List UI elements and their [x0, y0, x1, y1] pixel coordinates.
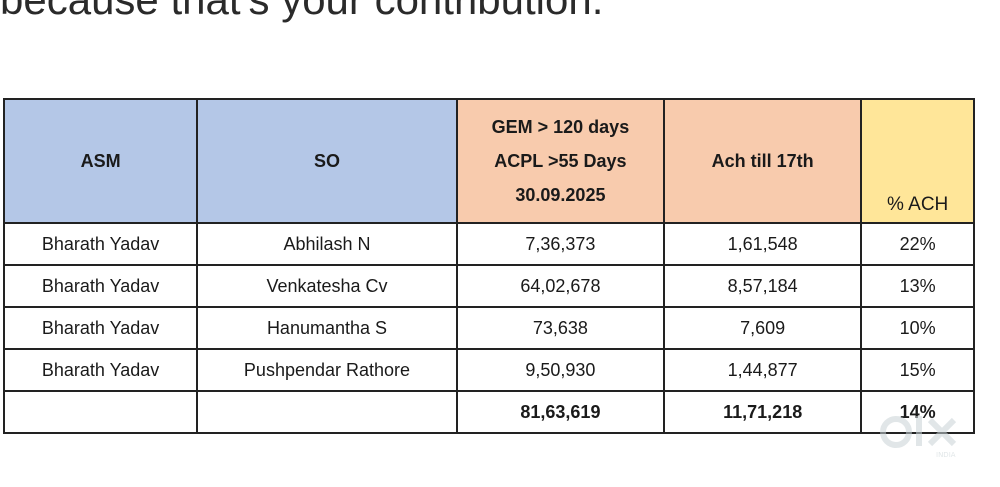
cell-pct: 15%	[860, 348, 975, 392]
header-pct-label: % ACH	[887, 194, 949, 215]
header-ach: Ach till 17th	[663, 98, 863, 224]
cell-asm: Bharath Yadav	[2, 264, 199, 308]
table-row: Bharath Yadav Pushpendar Rathore 9,50,93…	[2, 348, 975, 392]
watermark-text: INDIA	[936, 451, 956, 459]
table-header-row: ASM SO GEM > 120 days ACPL >55 Days 30.0…	[2, 98, 975, 224]
header-gem: GEM > 120 days ACPL >55 Days 30.09.2025	[455, 98, 666, 224]
total-ach: 11,71,218	[663, 390, 863, 434]
table-row: Bharath Yadav Abhilash N 7,36,373 1,61,5…	[2, 222, 975, 266]
cell-pct: 22%	[860, 222, 975, 266]
cell-ach: 8,57,184	[663, 264, 863, 308]
cell-ach: 7,609	[663, 306, 863, 350]
cell-pct: 10%	[860, 306, 975, 350]
total-so	[196, 390, 458, 434]
cell-so: Abhilash N	[196, 222, 458, 266]
cell-gem: 73,638	[455, 306, 666, 350]
header-gem-line-2: ACPL >55 Days	[494, 151, 627, 171]
total-asm	[2, 390, 199, 434]
partial-caption-text: because that's your contribution.	[0, 0, 603, 24]
cell-asm: Bharath Yadav	[2, 348, 199, 392]
cell-gem: 7,36,373	[455, 222, 666, 266]
header-gem-line-1: GEM > 120 days	[491, 117, 630, 137]
cell-gem: 9,50,930	[455, 348, 666, 392]
header-pct: % ACH	[860, 98, 975, 224]
header-gem-line-3: 30.09.2025	[515, 185, 606, 205]
header-so: SO	[196, 98, 458, 224]
table-row: Bharath Yadav Venkatesha Cv 64,02,678 8,…	[2, 264, 975, 308]
cell-ach: 1,61,548	[663, 222, 863, 266]
table-row: Bharath Yadav Hanumantha S 73,638 7,609 …	[2, 306, 975, 350]
cell-so: Pushpendar Rathore	[196, 348, 458, 392]
cell-asm: Bharath Yadav	[2, 306, 199, 350]
header-asm: ASM	[2, 98, 199, 224]
sales-achievement-table: ASM SO GEM > 120 days ACPL >55 Days 30.0…	[2, 98, 975, 434]
cell-pct: 13%	[860, 264, 975, 308]
cell-ach: 1,44,877	[663, 348, 863, 392]
total-gem: 81,63,619	[455, 390, 666, 434]
table-total-row: 81,63,619 11,71,218 14%	[2, 390, 975, 434]
cell-asm: Bharath Yadav	[2, 222, 199, 266]
cell-gem: 64,02,678	[455, 264, 666, 308]
cell-so: Venkatesha Cv	[196, 264, 458, 308]
cell-so: Hanumantha S	[196, 306, 458, 350]
olx-logo-icon: INDIA	[878, 410, 968, 460]
